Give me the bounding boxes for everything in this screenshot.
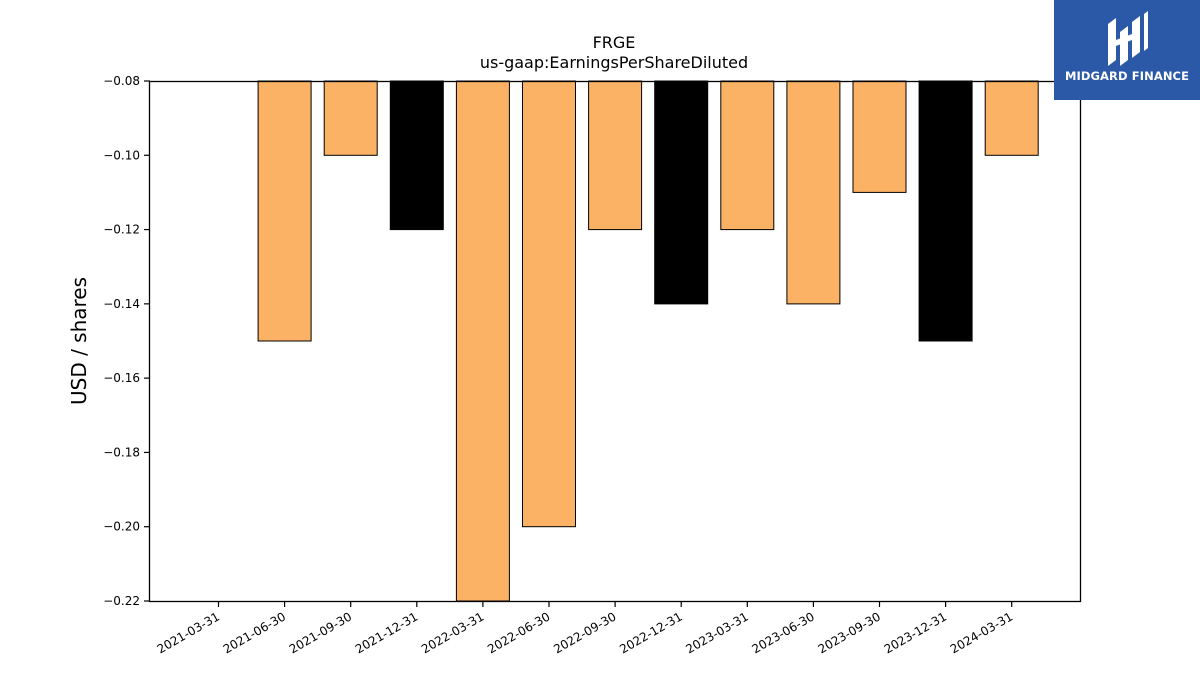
y-tick-label: −0.22 — [103, 594, 140, 608]
x-tick-label: 2021-09-30 — [287, 609, 354, 656]
y-tick-label: −0.08 — [103, 74, 140, 88]
y-axis: −0.08 −0.10 −0.12 −0.14 −0.16 −0.18 −0.20 −0.22 — [103, 74, 150, 608]
chart-title: FRGE — [593, 33, 636, 52]
bar-2021-06-30 — [257, 80, 312, 342]
x-tick-label: 2021-03-31 — [155, 609, 222, 656]
bar-2022-06-30 — [522, 80, 576, 528]
x-tick-label: 2023-03-31 — [683, 609, 750, 656]
bar-2022-03-31 — [455, 80, 510, 602]
bar-2021-12-31 — [389, 80, 444, 231]
logo-text: MIDGARD FINANCE — [1064, 69, 1190, 83]
y-tick-label: −0.18 — [103, 445, 140, 459]
y-tick-label: −0.14 — [103, 297, 140, 311]
x-tick-label: 2023-06-30 — [749, 609, 816, 656]
bar-2023-12-31 — [918, 80, 973, 342]
y-tick-label: −0.12 — [103, 223, 140, 237]
x-tick-label: 2022-06-30 — [485, 609, 552, 656]
bar-2023-06-30 — [786, 80, 841, 305]
y-tick-label: −0.16 — [103, 371, 140, 385]
x-tick-label: 2022-09-30 — [551, 609, 618, 656]
x-tick-label: 2024-03-31 — [948, 609, 1015, 656]
chart-subtitle: us-gaap:EarningsPerShareDiluted — [480, 53, 748, 72]
x-axis: 2021-03-312021-06-302021-09-302021-12-31… — [155, 601, 1015, 656]
plot-frame — [148, 80, 1082, 603]
x-tick-label: 2021-12-31 — [353, 609, 420, 656]
y-tick-label: −0.10 — [103, 148, 140, 162]
bar-2021-09-30 — [323, 80, 378, 156]
x-tick-label: 2022-12-31 — [617, 609, 684, 656]
bar-2023-03-31 — [720, 80, 775, 231]
bar-2022-09-30 — [588, 80, 643, 231]
x-tick-label: 2023-12-31 — [882, 609, 949, 656]
x-tick-label: 2022-03-31 — [419, 609, 486, 656]
bar-2022-12-31 — [654, 80, 709, 305]
bar-2024-03-31 — [984, 80, 1039, 156]
y-axis-label: USD / shares — [67, 277, 91, 405]
midgard-finance-logo: MIDGARD FINANCE — [1054, 0, 1200, 100]
logo-mark-icon — [1108, 11, 1148, 66]
x-tick-label: 2021-06-30 — [221, 609, 288, 656]
x-tick-label: 2023-09-30 — [816, 609, 883, 656]
y-tick-label: −0.20 — [103, 520, 140, 534]
bar-2023-09-30 — [852, 80, 907, 193]
bars-group — [257, 80, 1039, 602]
